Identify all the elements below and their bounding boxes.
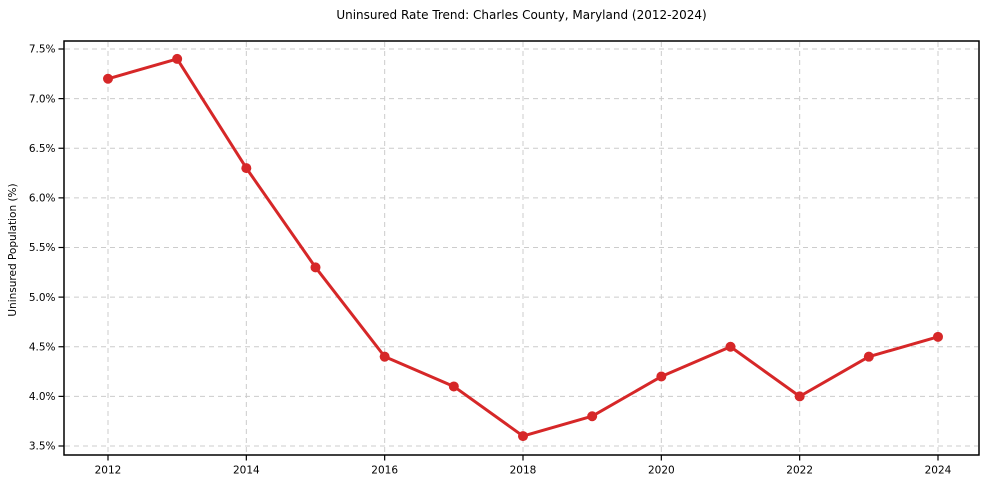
y-tick-label: 4.5% (29, 341, 56, 353)
plot-border (63, 40, 980, 456)
y-tick-label: 5.0% (29, 292, 56, 304)
y-tick-label: 4.0% (29, 391, 56, 403)
y-tick-label: 7.5% (29, 44, 56, 56)
y-tick-label: 6.0% (29, 193, 56, 205)
y-tick-label: 5.5% (29, 242, 56, 254)
data-point-2020 (656, 371, 667, 382)
data-point-2021 (725, 341, 736, 352)
x-tick-label: 2022 (786, 465, 813, 477)
data-point-2017 (448, 381, 459, 392)
data-point-2012 (103, 73, 113, 84)
chart-title: Uninsured Rate Trend: Charles County, Ma… (336, 8, 707, 22)
x-tick-label: 2024 (925, 465, 952, 477)
axis-ticks: 3.5% 4.0% 4.5% 5.0% 5.5% 6.0% 6.5% 7.0% 7.5% 2012… (29, 44, 952, 477)
grid-lines (65, 42, 978, 454)
data-point-2018 (518, 431, 528, 442)
data-point-2024 (933, 331, 943, 342)
x-tick-label: 2012 (95, 465, 122, 477)
x-tick-label: 2016 (371, 465, 398, 477)
data-point-2014 (241, 163, 252, 174)
data-points (103, 53, 943, 442)
x-tick-label: 2018 (510, 465, 537, 477)
y-tick-label: 6.5% (29, 143, 56, 155)
data-point-2016 (379, 351, 390, 362)
data-point-2022 (794, 391, 805, 402)
y-tick-label: 3.5% (29, 441, 56, 453)
data-point-2015 (310, 262, 321, 273)
y-tick-label: 7.0% (29, 93, 56, 105)
data-point-2023 (863, 351, 874, 362)
x-tick-label: 2014 (233, 465, 260, 477)
x-tick-label: 2020 (648, 465, 675, 477)
data-point-2019 (587, 411, 598, 422)
data-point-2013 (172, 53, 183, 64)
